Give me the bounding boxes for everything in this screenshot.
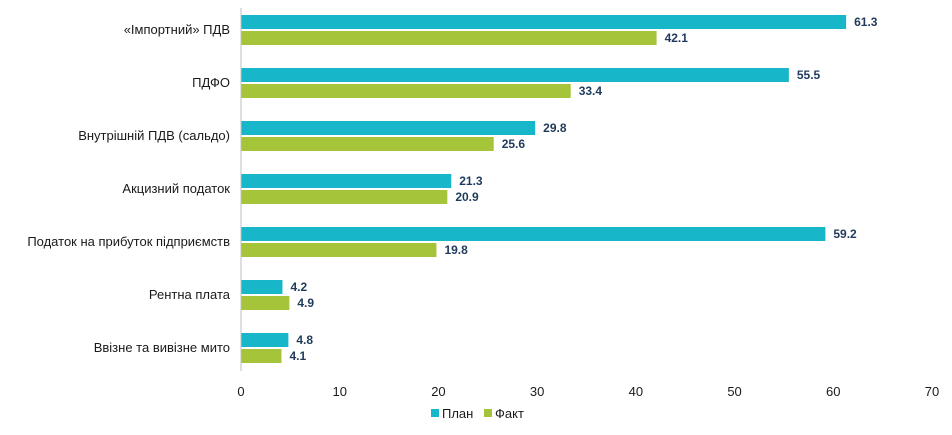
category-label: Податок на прибуток підприємств xyxy=(27,234,230,249)
category-label: «Імпортний» ПДВ xyxy=(124,22,230,37)
data-label-fact: 42.1 xyxy=(665,31,689,45)
bar-fact xyxy=(241,84,571,98)
x-tick-label: 40 xyxy=(629,384,643,399)
bar-plan xyxy=(241,15,847,29)
data-label-plan: 59.2 xyxy=(833,227,857,241)
data-label-plan: 29.8 xyxy=(543,121,567,135)
category-label: Рентна плата xyxy=(149,287,231,302)
bar-plan xyxy=(241,227,826,241)
x-tick-label: 70 xyxy=(925,384,939,399)
x-tick-label: 10 xyxy=(332,384,346,399)
category-label: Внутрішній ПДВ (сальдо) xyxy=(78,128,230,143)
bar-fact xyxy=(241,190,448,204)
bar-plan xyxy=(241,174,452,188)
bar-plan xyxy=(241,333,289,347)
category-label: Ввізне та вивізне мито xyxy=(94,340,230,355)
legend-label-plan: План xyxy=(442,406,473,421)
bar-fact xyxy=(241,296,290,310)
category-labels: «Імпортний» ПДВ ПДФО Внутрішній ПДВ (сальд… xyxy=(27,22,230,355)
bar-fact xyxy=(241,31,657,45)
value-labels: 61.3 42.1 55.5 33.4 29.8 25.6 21.3 20.9 59.2 19.8… xyxy=(289,15,877,363)
bar-fact xyxy=(241,137,494,151)
bar-plan xyxy=(241,280,283,294)
bar-fact xyxy=(241,349,282,363)
x-tick-label: 0 xyxy=(237,384,244,399)
data-label-fact: 33.4 xyxy=(579,84,603,98)
data-label-fact: 4.1 xyxy=(289,349,306,363)
bars xyxy=(241,15,847,363)
x-tick-label: 50 xyxy=(727,384,741,399)
data-label-fact: 4.9 xyxy=(297,296,314,310)
legend-swatch-fact xyxy=(484,409,492,417)
legend: План Факт xyxy=(431,406,524,421)
bar-plan xyxy=(241,121,536,135)
data-label-fact: 19.8 xyxy=(444,243,468,257)
data-label-plan: 4.8 xyxy=(296,333,313,347)
legend-label-fact: Факт xyxy=(495,406,524,421)
category-label: ПДФО xyxy=(192,75,230,90)
x-tick-label: 60 xyxy=(826,384,840,399)
bar-fact xyxy=(241,243,437,257)
data-label-plan: 61.3 xyxy=(854,15,878,29)
bar-plan xyxy=(241,68,789,82)
data-label-plan: 21.3 xyxy=(459,174,483,188)
x-tick-label: 20 xyxy=(431,384,445,399)
data-label-plan: 4.2 xyxy=(290,280,307,294)
legend-swatch-plan xyxy=(431,409,439,417)
data-label-fact: 20.9 xyxy=(455,190,479,204)
data-label-fact: 25.6 xyxy=(502,137,526,151)
category-label: Акцизний податок xyxy=(122,181,230,196)
x-tick-label: 30 xyxy=(530,384,544,399)
data-label-plan: 55.5 xyxy=(797,68,821,82)
x-axis-ticks: 0 10 20 30 40 50 60 70 xyxy=(237,384,939,399)
